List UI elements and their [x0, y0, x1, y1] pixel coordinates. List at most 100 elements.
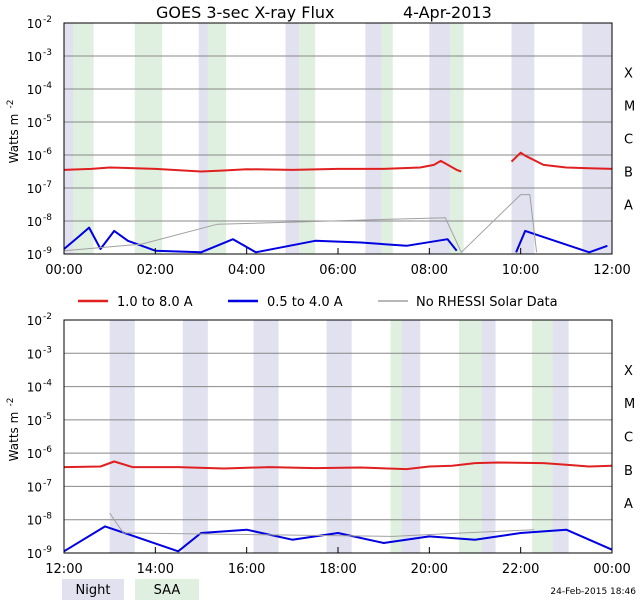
flare-class-label: X — [624, 364, 633, 379]
night-band — [326, 320, 352, 553]
y-tick-exponent: -9 — [43, 246, 52, 256]
x-tick-label: 00:00 — [45, 263, 82, 278]
x-tick-label: 16:00 — [228, 562, 265, 577]
x-tick-label: 12:00 — [593, 263, 630, 278]
legend-saa-label: SAA — [154, 583, 181, 598]
chart-date: 4-Apr-2013 — [403, 3, 492, 22]
y-tick-label: 10 — [27, 182, 42, 196]
y-tick-exponent: -3 — [43, 345, 52, 355]
legend-saa-swatch — [135, 579, 199, 600]
legend-long-label: 1.0 to 8.0 A — [117, 295, 193, 310]
y-tick-label: 10 — [27, 17, 42, 31]
y-tick-exponent: -6 — [43, 445, 52, 455]
y-tick-label: 10 — [27, 149, 42, 163]
series-legend: 1.0 to 8.0 A 0.5 to 4.0 A No RHESSI Sola… — [78, 295, 558, 310]
x-tick-label: 22:00 — [502, 562, 539, 577]
y-tick-label: 10 — [27, 83, 42, 97]
series-line — [63, 159, 462, 173]
footer-timestamp: 24-Feb-2015 18:46 — [550, 587, 636, 597]
flare-class-label: X — [624, 67, 633, 82]
night-band — [548, 320, 569, 553]
y-axis-label-exponent: -2 — [6, 100, 16, 109]
x-tick-label: 18:00 — [319, 562, 356, 577]
x-tick-label: 00:00 — [593, 562, 630, 577]
saa-band — [207, 23, 227, 254]
y-tick-exponent: -7 — [43, 180, 52, 190]
y-tick-exponent: -2 — [43, 15, 52, 25]
panel-am: 10-210-310-410-510-610-710-810 -9XMCBAWat… — [6, 15, 635, 278]
y-tick-exponent: -5 — [43, 114, 52, 124]
x-tick-label: 12:00 — [45, 562, 82, 577]
y-axis-label: Watts m — [7, 412, 21, 462]
x-tick-label: 02:00 — [137, 263, 174, 278]
y-tick-exponent: -6 — [43, 147, 52, 157]
flare-class-label: C — [624, 431, 633, 446]
saa-band — [381, 23, 393, 254]
y-axis-label: Watts m — [7, 114, 21, 164]
y-tick-exponent: -3 — [43, 48, 52, 58]
y-tick-label: 10 — [27, 248, 42, 262]
series-line — [515, 229, 608, 254]
saa-band — [459, 320, 482, 553]
y-tick-label: 10 — [27, 480, 42, 494]
night-band — [109, 320, 135, 553]
y-tick-label: 10 — [27, 116, 42, 130]
x-tick-label: 20:00 — [411, 562, 448, 577]
x-tick-label: 14:00 — [137, 562, 174, 577]
night-band — [285, 23, 300, 254]
night-band — [511, 23, 535, 254]
flare-class-label: B — [624, 166, 633, 181]
y-tick-label: 10 — [27, 381, 42, 395]
y-tick-exponent: -4 — [43, 379, 52, 389]
saa-band — [73, 23, 94, 254]
y-tick-label: 10 — [27, 514, 42, 528]
saa-band — [532, 320, 553, 553]
series-line — [109, 512, 535, 537]
x-tick-label: 10:00 — [502, 263, 539, 278]
flare-class-label: A — [624, 199, 633, 214]
series-line — [63, 460, 613, 471]
y-tick-label: 10 — [27, 215, 42, 229]
y-tick-exponent: -7 — [43, 478, 52, 488]
y-tick-exponent: -2 — [43, 312, 52, 322]
x-tick-label: 04:00 — [228, 263, 265, 278]
saa-band — [134, 23, 163, 254]
y-tick-exponent: -8 — [43, 213, 52, 223]
night-band — [429, 23, 453, 254]
y-tick-label: 10 — [27, 447, 42, 461]
y-tick-label: 10 — [27, 50, 42, 64]
x-tick-label: 08:00 — [411, 263, 448, 278]
series-line — [63, 226, 458, 254]
legend-night-swatch — [62, 579, 124, 600]
y-axis-label-exponent: -2 — [6, 398, 16, 407]
flare-class-label: M — [624, 397, 635, 412]
y-tick-exponent: -5 — [43, 412, 52, 422]
legend-short-label: 0.5 to 4.0 A — [267, 295, 343, 310]
series-line — [63, 194, 538, 253]
shading-legend: Night SAA — [62, 579, 199, 600]
saa-band — [449, 23, 464, 254]
flare-class-label: C — [624, 133, 633, 148]
saa-band — [299, 23, 316, 254]
y-tick-exponent: -8 — [43, 512, 52, 522]
x-tick-label: 06:00 — [319, 263, 356, 278]
y-tick-label: 10 — [27, 414, 42, 428]
flare-class-label: B — [624, 464, 633, 479]
series-line — [63, 525, 613, 553]
y-tick-exponent: -9 — [43, 545, 52, 555]
night-band — [582, 23, 612, 254]
chart-title: GOES 3-sec X-ray Flux — [156, 3, 335, 22]
y-tick-exponent: -4 — [43, 81, 52, 91]
legend-gray-label: No RHESSI Solar Data — [416, 295, 558, 310]
panel-pm: 10-210-310-410-510-610-710-810 -9XMCBAWat… — [6, 312, 635, 577]
night-band — [253, 320, 279, 553]
night-band — [399, 320, 421, 553]
y-tick-label: 10 — [27, 547, 42, 561]
night-band — [182, 320, 208, 553]
y-tick-label: 10 — [27, 314, 42, 328]
y-tick-label: 10 — [27, 347, 42, 361]
series-line — [510, 151, 613, 170]
flare-class-label: A — [624, 497, 633, 512]
legend-night-label: Night — [76, 583, 111, 598]
